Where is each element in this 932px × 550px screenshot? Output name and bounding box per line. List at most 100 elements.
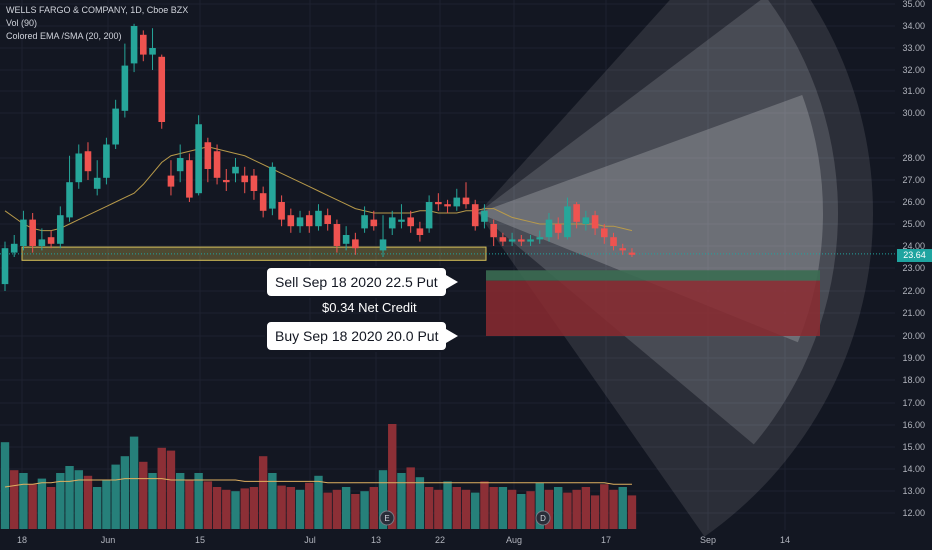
- volume-bar: [544, 489, 554, 529]
- volume-bar: [517, 494, 526, 529]
- y-tick-label: 12.00: [902, 508, 925, 518]
- candle-body: [20, 219, 27, 246]
- candle-body: [370, 219, 378, 227]
- y-tick-label: 14.00: [902, 464, 925, 474]
- x-tick-label: 14: [780, 535, 790, 545]
- y-tick-label: 15.00: [902, 442, 925, 452]
- volume-legend: Vol (90): [6, 18, 38, 28]
- candle-body: [149, 48, 156, 55]
- x-tick-label: 18: [17, 535, 27, 545]
- volume-bar: [415, 477, 425, 529]
- x-tick-label: 17: [601, 535, 611, 545]
- volume-bar: [535, 482, 544, 529]
- volume-bar: [388, 424, 397, 529]
- y-tick-label: 17.00: [902, 398, 925, 408]
- volume-bar: [295, 489, 305, 529]
- volume-bar: [46, 487, 56, 529]
- sell-strike-zone: [486, 270, 820, 281]
- y-tick-label: 32.00: [902, 65, 925, 75]
- x-tick-label: 15: [195, 535, 205, 545]
- candle-body: [601, 228, 608, 238]
- candle-body: [84, 151, 92, 172]
- volume-bar: [498, 487, 508, 529]
- volume-bar: [65, 466, 74, 529]
- volume-bar: [461, 489, 471, 529]
- event-marker-label: D: [540, 514, 546, 523]
- sell-put-label: Sell Sep 18 2020 22.5 Put: [275, 274, 438, 290]
- volume-bar: [93, 487, 102, 529]
- volume-bar: [424, 487, 434, 529]
- candle-body: [591, 215, 599, 229]
- candle-body: [545, 219, 553, 238]
- y-tick-label: 22.00: [902, 286, 925, 296]
- volume-average-line: [4, 478, 632, 488]
- candle-body: [66, 182, 73, 218]
- y-tick-label: 25.00: [902, 219, 925, 229]
- y-tick-label: 20.00: [902, 331, 925, 341]
- y-tick-label: 13.00: [902, 486, 925, 496]
- callout-pointer: [445, 275, 458, 289]
- candle-body: [481, 210, 488, 222]
- volume-bar: [590, 495, 600, 529]
- callout-pointer: [446, 329, 459, 343]
- last-price-tag: 23.64: [897, 249, 932, 262]
- volume-bar: [203, 481, 213, 529]
- volume-bar: [563, 492, 572, 529]
- candle-body: [167, 175, 175, 187]
- candle-body: [554, 224, 562, 233]
- sell-put-callout[interactable]: Sell Sep 18 2020 22.5 Put: [265, 266, 458, 298]
- volume-bar: [526, 491, 535, 529]
- candle-body: [435, 202, 442, 205]
- y-tick-label: 33.00: [902, 43, 925, 53]
- x-tick-label: Aug: [506, 535, 522, 545]
- volume-bar: [397, 473, 406, 529]
- volume-bar: [572, 489, 581, 529]
- volume-bar: [37, 478, 47, 529]
- candle-body: [471, 204, 479, 227]
- candle-body: [508, 239, 516, 242]
- candle-body: [130, 26, 138, 64]
- volume-bar: [627, 495, 637, 529]
- candle-body: [195, 124, 202, 194]
- volume-bar: [332, 489, 342, 529]
- candle-body: [333, 224, 341, 246]
- y-tick-label: 16.00: [902, 420, 925, 430]
- indicator-legend: Colored EMA /SMA (20, 200): [6, 31, 122, 41]
- volume-bar: [489, 487, 498, 529]
- candle-body: [573, 204, 580, 222]
- volume-bar: [19, 473, 28, 529]
- candle-body: [250, 175, 258, 191]
- volume-bar: [28, 484, 37, 529]
- candle-body: [324, 215, 331, 224]
- volume-bar: [249, 487, 259, 529]
- candle-body: [121, 65, 129, 111]
- buy-put-callout[interactable]: Buy Sep 18 2020 20.0 Put: [265, 320, 459, 352]
- volume-bar: [277, 485, 286, 529]
- moving-average-line: [4, 146, 633, 232]
- candle-body: [305, 215, 313, 227]
- candle-body: [287, 215, 295, 227]
- candle-body: [564, 206, 571, 238]
- candle-body: [204, 142, 212, 169]
- y-tick-label: 21.00: [902, 308, 925, 318]
- volume-bar: [185, 480, 194, 529]
- y-tick-label: 27.00: [902, 175, 925, 185]
- candle-body: [1, 248, 9, 285]
- buy-put-label: Buy Sep 18 2020 20.0 Put: [275, 328, 439, 344]
- candle-body: [527, 239, 534, 242]
- candle-body: [518, 239, 525, 242]
- volume-bar: [240, 488, 249, 529]
- volume-bar: [148, 473, 157, 529]
- candle-body: [47, 237, 55, 244]
- candle-body: [628, 252, 636, 255]
- candle-body: [103, 144, 110, 178]
- volume-bar: [443, 481, 452, 529]
- volume-bar: [286, 487, 296, 529]
- volume-bar: [166, 450, 176, 529]
- volume-bar: [378, 470, 388, 529]
- candle-body: [241, 175, 249, 183]
- symbol-title: WELLS FARGO & COMPANY, 1D, Cboe BZX: [6, 5, 189, 15]
- y-tick-label: 28.00: [902, 153, 925, 163]
- volume-bar: [609, 489, 618, 529]
